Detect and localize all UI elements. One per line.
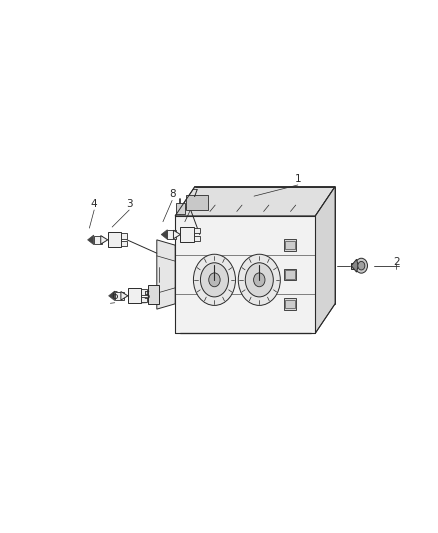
Polygon shape bbox=[175, 216, 315, 333]
Polygon shape bbox=[175, 187, 335, 216]
Bar bbox=[141, 297, 147, 302]
Bar bbox=[351, 263, 362, 269]
Bar bbox=[284, 269, 296, 280]
Polygon shape bbox=[101, 236, 108, 244]
Bar bbox=[194, 236, 200, 241]
Polygon shape bbox=[315, 187, 335, 333]
Text: 6: 6 bbox=[111, 292, 118, 301]
Polygon shape bbox=[148, 285, 159, 304]
Text: 2: 2 bbox=[393, 257, 400, 267]
Bar bbox=[186, 195, 208, 210]
Bar bbox=[141, 289, 147, 295]
Polygon shape bbox=[121, 292, 128, 300]
Polygon shape bbox=[173, 230, 180, 239]
Bar bbox=[94, 236, 102, 244]
Polygon shape bbox=[161, 230, 167, 239]
Circle shape bbox=[194, 254, 236, 305]
Text: 8: 8 bbox=[169, 189, 176, 199]
Circle shape bbox=[245, 263, 273, 297]
Polygon shape bbox=[109, 291, 115, 301]
Text: 7: 7 bbox=[191, 189, 198, 199]
Bar bbox=[108, 232, 121, 247]
Circle shape bbox=[209, 273, 220, 287]
Bar bbox=[167, 230, 176, 239]
Bar bbox=[115, 292, 124, 300]
Bar bbox=[285, 300, 295, 308]
Bar bbox=[128, 288, 141, 303]
Bar bbox=[194, 228, 200, 233]
Bar bbox=[121, 233, 127, 239]
Text: 3: 3 bbox=[126, 199, 133, 208]
Circle shape bbox=[254, 273, 265, 287]
Circle shape bbox=[358, 262, 365, 270]
Polygon shape bbox=[157, 240, 175, 309]
Bar bbox=[180, 227, 194, 242]
Polygon shape bbox=[351, 260, 358, 272]
Circle shape bbox=[355, 259, 367, 273]
Text: 4: 4 bbox=[91, 199, 98, 208]
Bar bbox=[284, 298, 296, 310]
Bar bbox=[285, 270, 295, 279]
Bar bbox=[284, 239, 296, 251]
Circle shape bbox=[201, 263, 229, 297]
Bar bbox=[285, 241, 295, 249]
Text: 1: 1 bbox=[294, 174, 301, 183]
Circle shape bbox=[238, 254, 280, 305]
Bar bbox=[176, 203, 184, 214]
Text: 5: 5 bbox=[143, 292, 150, 301]
Bar bbox=[121, 241, 127, 246]
Polygon shape bbox=[88, 235, 94, 245]
